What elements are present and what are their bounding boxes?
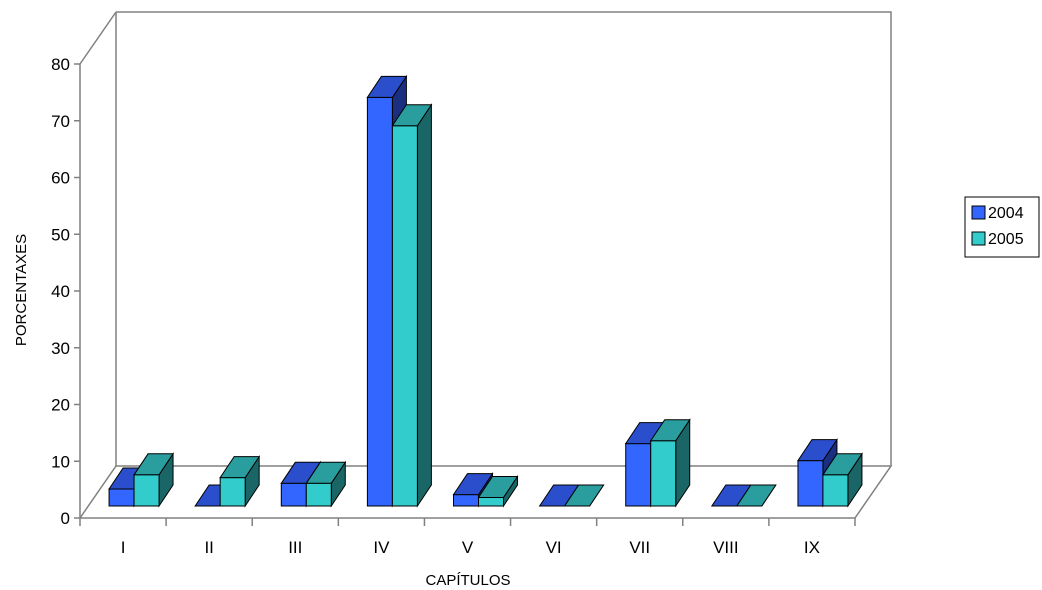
x-tick-label: VIII: [713, 538, 739, 557]
bar-front-face: [305, 482, 332, 507]
bar-front-face: [391, 125, 418, 507]
y-tick-label: 60: [51, 169, 70, 188]
bar-top-face: [452, 473, 494, 496]
x-tick-label: VII: [629, 538, 650, 557]
bar-2005-I: [133, 452, 174, 508]
bar-top-face: [305, 461, 347, 484]
y-tick-label: 0: [61, 509, 70, 528]
legend-swatch: [971, 231, 986, 246]
bar-front-face: [280, 482, 307, 507]
bar-front-face: [133, 474, 160, 507]
bar-front-face: [625, 443, 652, 507]
bar-top-face: [366, 75, 408, 98]
x-tick-label: IX: [804, 538, 820, 557]
bar-2005-III: [305, 460, 347, 508]
bar-2005-IX: [822, 452, 863, 508]
bar-top-face: [822, 453, 863, 476]
bar-front-face: [219, 477, 246, 507]
y-tick-label: 40: [51, 282, 70, 301]
x-tick-label: I: [121, 538, 126, 557]
bar-front-face: [453, 494, 479, 507]
x-tick-label: II: [204, 538, 213, 557]
back-wall: [116, 11, 892, 466]
y-tick-label: 80: [51, 55, 70, 74]
bar-front-face: [366, 96, 393, 507]
y-tick-label: 50: [51, 225, 70, 244]
bar-front-face: [650, 440, 677, 507]
bar-top-face: [391, 104, 433, 127]
x-tick-label: V: [462, 538, 474, 557]
bar-2005-VIII: [735, 484, 777, 507]
bar-2005-II: [219, 454, 261, 508]
bar-front-face: [108, 488, 135, 507]
chart-walls: [79, 11, 893, 519]
legend: 2004 2005: [964, 196, 1040, 258]
y-tick-label: 20: [51, 396, 70, 415]
bar-top-face: [477, 475, 519, 498]
bar-top-face: [797, 439, 838, 462]
floor: [79, 465, 893, 519]
x-tick-label: IV: [373, 538, 390, 557]
bars: [108, 74, 863, 508]
bar-top-face: [133, 453, 174, 476]
bar-top-face: [563, 484, 605, 507]
bar-front-face: [478, 496, 504, 507]
side-wall-top-edge: [79, 11, 117, 65]
y-tick-label: 70: [51, 112, 70, 131]
y-axis-title: PORCENTAXES: [13, 234, 30, 346]
legend-swatch: [971, 205, 986, 220]
bar-2005-VII: [649, 418, 691, 508]
x-axis: I II III IV V VI VII VIII IX: [79, 517, 856, 557]
bar-top-face: [649, 419, 691, 442]
bar-top-face: [219, 456, 261, 479]
bar-2005-IV: [391, 103, 433, 508]
bar-side-face: [416, 103, 432, 508]
bar-2005-VI: [563, 484, 605, 507]
bar-front-face: [822, 474, 849, 507]
bar-2005-V: [477, 474, 519, 508]
y-tick-label: 30: [51, 339, 70, 358]
bar-front-face: [797, 460, 824, 507]
bar-top-face: [735, 484, 777, 507]
y-tick-label: 10: [51, 452, 70, 471]
y-axis: 0 10 20 30 40 50 60 70 80: [51, 55, 81, 528]
legend-label: 2004: [988, 205, 1024, 222]
x-axis-title: CAPÍTULOS: [425, 572, 510, 589]
x-tick-label: VI: [546, 538, 562, 557]
x-tick-label: III: [288, 538, 302, 557]
legend-label: 2005: [988, 231, 1024, 248]
